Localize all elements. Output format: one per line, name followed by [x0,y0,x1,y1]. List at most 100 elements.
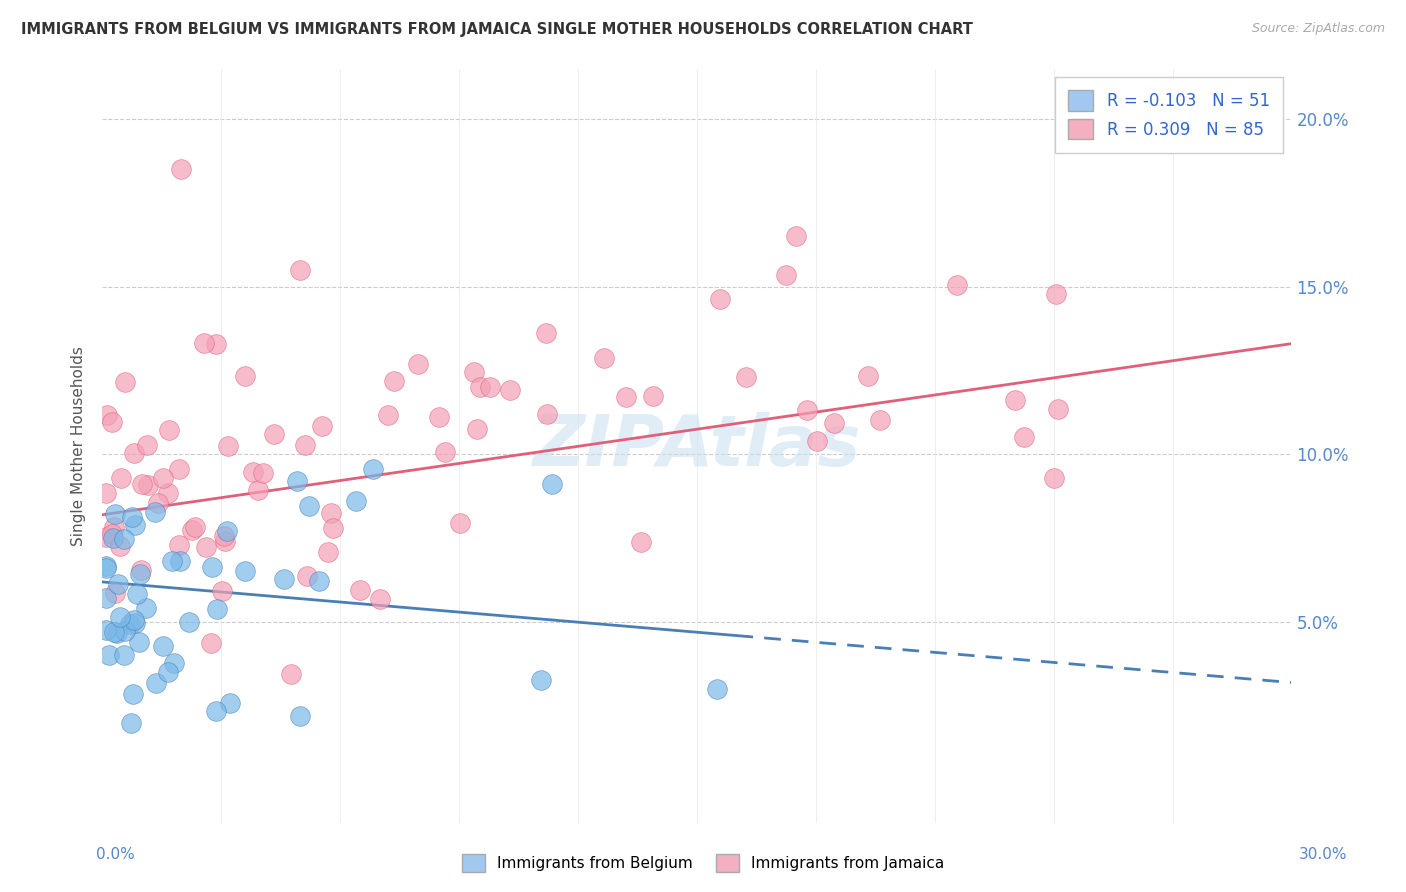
Point [205,601,228,615]
Point [614,390,637,404]
Text: 30.0%: 30.0% [1299,847,1347,862]
Point [211,584,233,599]
Point [1042,471,1064,485]
Point [273,573,295,587]
Point [200,636,222,650]
Point [152,639,174,653]
Point [377,409,399,423]
Point [316,545,339,559]
Point [823,416,845,430]
Point [124,518,146,533]
Legend: R = -0.103   N = 51, R = 0.309   N = 85: R = -0.103 N = 51, R = 0.309 N = 85 [1054,77,1284,153]
Point [114,624,136,638]
Point [252,466,274,480]
Point [290,263,312,277]
Point [129,563,152,577]
Point [156,486,179,500]
Point [145,676,167,690]
Point [194,541,217,555]
Point [104,586,127,600]
Point [96,530,118,544]
Point [806,434,828,448]
Point [143,505,166,519]
Point [129,566,152,581]
Point [592,351,614,366]
Text: IMMIGRANTS FROM BELGIUM VS IMMIGRANTS FROM JAMAICA SINGLE MOTHER HOUSEHOLDS CORR: IMMIGRANTS FROM BELGIUM VS IMMIGRANTS FR… [21,22,973,37]
Point [212,529,235,543]
Point [112,648,135,663]
Point [101,526,124,541]
Point [427,410,450,425]
Point [361,461,384,475]
Point [295,569,318,583]
Point [201,559,224,574]
Point [170,162,193,177]
Text: Source: ZipAtlas.com: Source: ZipAtlas.com [1251,22,1385,36]
Point [643,389,665,403]
Point [118,617,141,632]
Point [96,558,118,573]
Point [706,682,728,697]
Point [630,535,652,549]
Text: 0.0%: 0.0% [96,847,135,862]
Point [463,365,485,379]
Point [104,508,127,522]
Point [96,409,118,423]
Point [205,704,228,718]
Point [785,229,807,244]
Point [709,293,731,307]
Point [96,486,118,500]
Point [110,471,132,485]
Point [734,370,756,384]
Point [406,357,429,371]
Point [103,625,125,640]
Point [499,383,522,397]
Point [246,483,269,497]
Point [263,426,285,441]
Point [775,268,797,282]
Point [157,665,180,679]
Point [290,709,312,723]
Point [167,538,190,552]
Point [479,380,502,394]
Point [124,615,146,630]
Point [96,623,118,637]
Point [242,465,264,479]
Point [1047,401,1070,416]
Point [122,446,145,460]
Point [308,574,330,588]
Legend: Immigrants from Belgium, Immigrants from Jamaica: Immigrants from Belgium, Immigrants from… [454,846,952,880]
Point [856,369,879,384]
Point [169,554,191,568]
Point [217,524,239,538]
Point [152,471,174,485]
Point [167,461,190,475]
Point [160,554,183,568]
Point [107,577,129,591]
Point [193,336,215,351]
Point [108,610,131,624]
Point [321,506,343,520]
Point [1004,393,1026,408]
Point [136,478,159,492]
Point [105,625,128,640]
Point [530,673,553,687]
Point [233,369,256,384]
Point [382,374,405,388]
Point [177,615,200,629]
Point [121,509,143,524]
Point [1045,286,1067,301]
Y-axis label: Single Mother Households: Single Mother Households [72,346,86,546]
Point [541,476,564,491]
Point [98,648,121,663]
Point [298,500,321,514]
Point [146,496,169,510]
Point [112,533,135,547]
Point [433,445,456,459]
Point [131,476,153,491]
Point [796,403,818,417]
Point [1012,430,1035,444]
Point [96,561,118,575]
Point [294,438,316,452]
Point [536,408,558,422]
